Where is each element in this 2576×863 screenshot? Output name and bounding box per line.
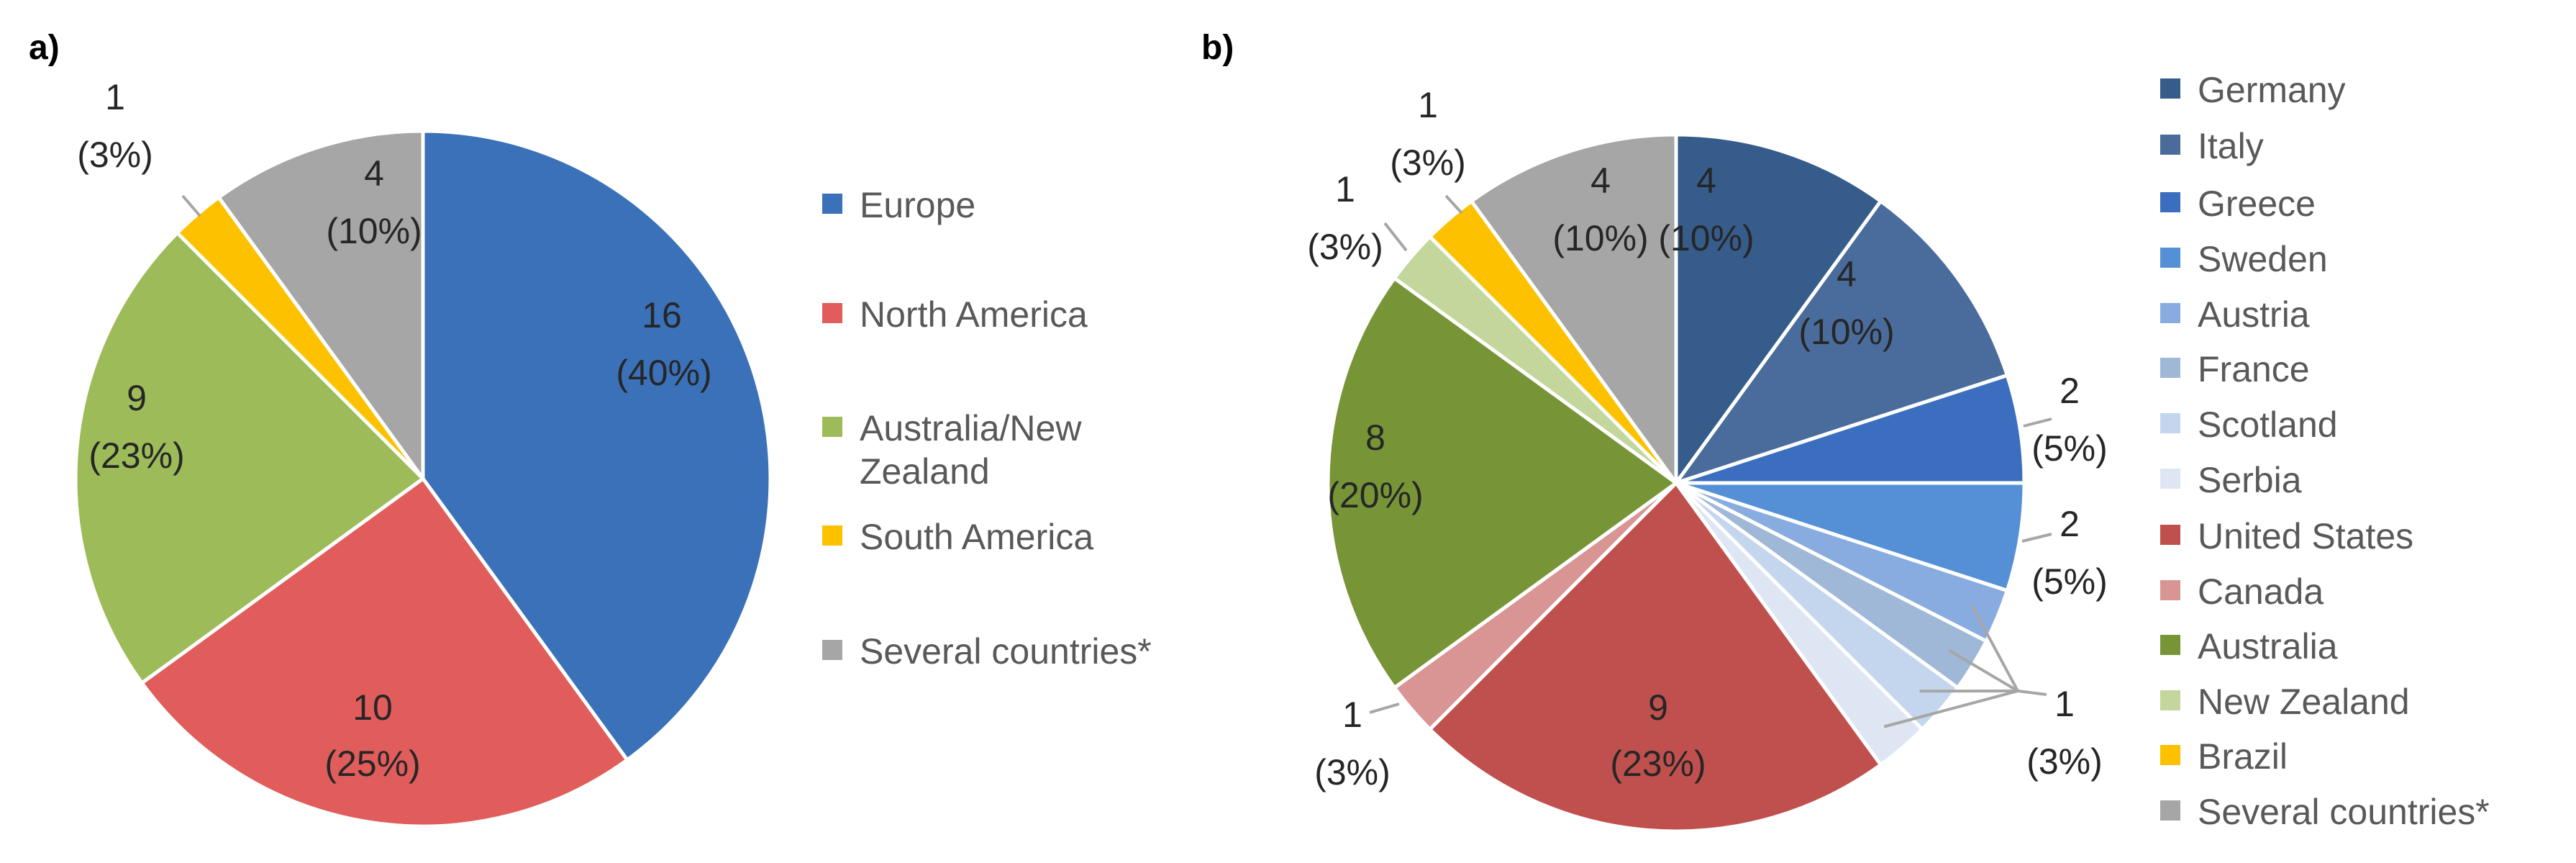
data-label-percent-group: (3%) [2026,741,2103,782]
legend: Europe North America Australia/New Zealand S… [822,185,1152,672]
leader-line-greece [2023,417,2052,428]
leader-line-france [1948,649,2019,692]
data-label-value-brazil: 1 [1418,85,1438,125]
data-label-value-sweden: 2 [2060,504,2080,544]
data-label-value-new-zealand: 1 [1335,169,1355,209]
leader-line-brazil [1444,194,1463,214]
pie-slice-europe [421,129,773,762]
leader-line-new-zealand [1383,222,1408,252]
data-label-value-italy: 4 [1837,254,1857,294]
pie-slice-several-countries [217,129,425,481]
legend-label-greece: Greece [2198,184,2316,224]
legend-swatch-serbia [2160,469,2180,489]
legend-label-france: France [2198,349,2310,389]
legend-label-serbia: Serbia [2198,460,2302,500]
data-label-value-group: 1 [2054,684,2075,724]
legend-label-new-zealand: New Zealand [2198,682,2410,722]
legend-label-italy: Italy [2198,126,2264,166]
legend-label-north-america: North America [860,294,1088,335]
legend-swatch-several-countries [2160,800,2180,821]
legend-swatch-canada [2160,580,2180,600]
data-label-value-australia: 8 [1365,417,1385,458]
legend-label-several-countries: Several countries* [2198,792,2490,832]
data-label-value-canada: 1 [1342,695,1362,735]
legend-swatch-several-countries [822,640,842,660]
data-label-value-several-countries: 4 [1590,161,1611,201]
data-label-percent-north-america: (25%) [324,744,420,784]
leader-line-austria [1970,605,2019,692]
legend-swatch-australia-new-zealand [822,417,842,437]
data-label-value-greece: 2 [2060,371,2080,411]
data-label-value-australia-new-zealand: 9 [127,378,147,418]
data-label-percent-brazil: (3%) [1390,143,1466,183]
leader-line-canada [1369,702,1400,714]
legend-label-germany: Germany [2198,70,2346,110]
legend-swatch-united-states [2160,525,2180,545]
pie-slice-united-states [1428,481,1883,833]
legend-label-brazil: Brazil [2198,736,2288,777]
legend-label-scotland: Scotland [2198,405,2338,445]
leader-line-sweden [2021,533,2052,543]
data-label-value-united-states: 9 [1648,687,1668,728]
legend-swatch-south-america [822,525,842,546]
data-label-percent-several-countries: (10%) [326,211,422,251]
legend-swatch-sweden [2160,248,2180,268]
legend-swatch-north-america [822,303,842,323]
data-label-value-north-america: 10 [352,687,393,728]
pie-slice-greece [1674,373,2026,485]
legend-swatch-scotland [2160,413,2180,433]
legend-swatch-germany [2160,78,2180,99]
data-label-percent-australia: (20%) [1327,475,1423,515]
leader-line-group [2017,690,2047,696]
data-label-percent-germany: (10%) [1658,218,1754,258]
leader-line-serbia [1883,690,2019,728]
data-label-percent-australia-new-zealand: (23%) [88,435,184,476]
pie-slice-north-america [140,476,629,828]
data-label-percent-several-countries: (10%) [1552,218,1648,258]
legend-swatch-new-zealand [2160,690,2180,710]
legend-swatch-italy [2160,135,2180,155]
legend-label-several-countries: Several countries* [860,631,1152,672]
pie-slice-australia-new-zealand [73,230,425,685]
data-label-value-several-countries: 4 [364,153,384,194]
data-label-value-south-america: 1 [105,77,125,117]
legend-label-canada: Canada [2198,571,2324,612]
legend-label-europe: Europe [860,185,975,225]
legend-swatch-austria [2160,303,2180,323]
data-label-value-europe: 16 [642,295,682,335]
leader-line-south-america [181,194,201,217]
pie-chart-b: b) 4 (10%) 4 (10%) 2 (5%) 2 (5%) 9 (23%) 1 (3%) 8 (20%… [1201,29,2490,833]
data-label-percent-europe: (40%) [616,353,711,393]
data-label-percent-italy: (10%) [1798,312,1894,352]
data-label-percent-united-states: (23%) [1610,744,1706,784]
pie-slice-germany [1674,132,1883,485]
legend: Germany Italy Greece Sweden Austria France Sco… [2160,70,2490,832]
legend-label-australia-new-zealand: Australia/New Zealand [860,408,1082,492]
legend-label-australia: Australia [2198,626,2338,667]
legend-label-south-america: South America [860,517,1093,557]
data-label-percent-sweden: (5%) [2031,561,2108,602]
data-label-percent-new-zealand: (3%) [1307,227,1383,267]
legend-swatch-brazil [2160,745,2180,765]
legend-swatch-france [2160,358,2180,378]
panel-tag: b) [1201,29,1234,67]
panel-tag: a) [29,29,60,67]
legend-swatch-greece [2160,192,2180,212]
data-label-percent-greece: (5%) [2031,428,2108,469]
legend-label-sweden: Sweden [2198,239,2328,279]
pie-chart-a: a) 16 (40%) 10 (25%) 9 (23%) 1 (3%) 4 (10%) Europe N… [29,29,1152,828]
data-label-value-germany: 4 [1696,161,1716,201]
data-label-percent-south-america: (3%) [77,135,153,175]
pie-slice-several-countries [1470,132,1678,485]
pie-slice-italy [1674,199,2009,485]
legend-swatch-europe [822,194,842,214]
data-label-percent-canada: (3%) [1314,752,1391,792]
legend-label-united-states: United States [2198,516,2413,556]
legend-swatch-australia [2160,635,2180,655]
pie-slice-australia [1326,276,1678,690]
legend-label-austria: Austria [2198,294,2310,335]
